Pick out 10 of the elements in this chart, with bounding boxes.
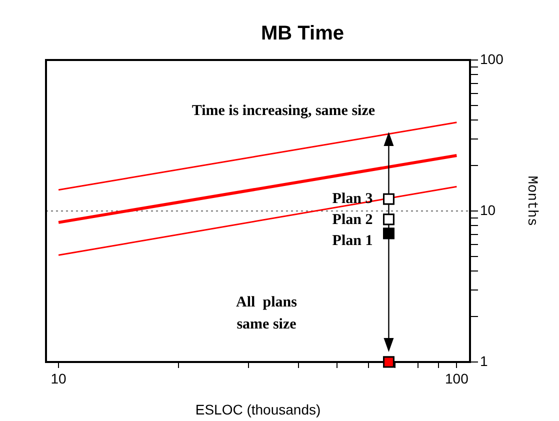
series-label: Plan 2 [332, 212, 373, 228]
chart-title: MB Time [261, 22, 344, 45]
annotation: Time is increasing, same size [192, 103, 376, 120]
annotation: All plans same size [236, 294, 298, 333]
x-axis-title: ESLOC (thousands) [195, 401, 321, 418]
y-tick-label: 100 [480, 50, 504, 67]
series-label: Plan 1 [332, 232, 373, 249]
y-tick-label: 1 [480, 352, 488, 369]
y-axis-title: Months [523, 176, 540, 226]
y-tick-label: 10 [480, 202, 496, 218]
